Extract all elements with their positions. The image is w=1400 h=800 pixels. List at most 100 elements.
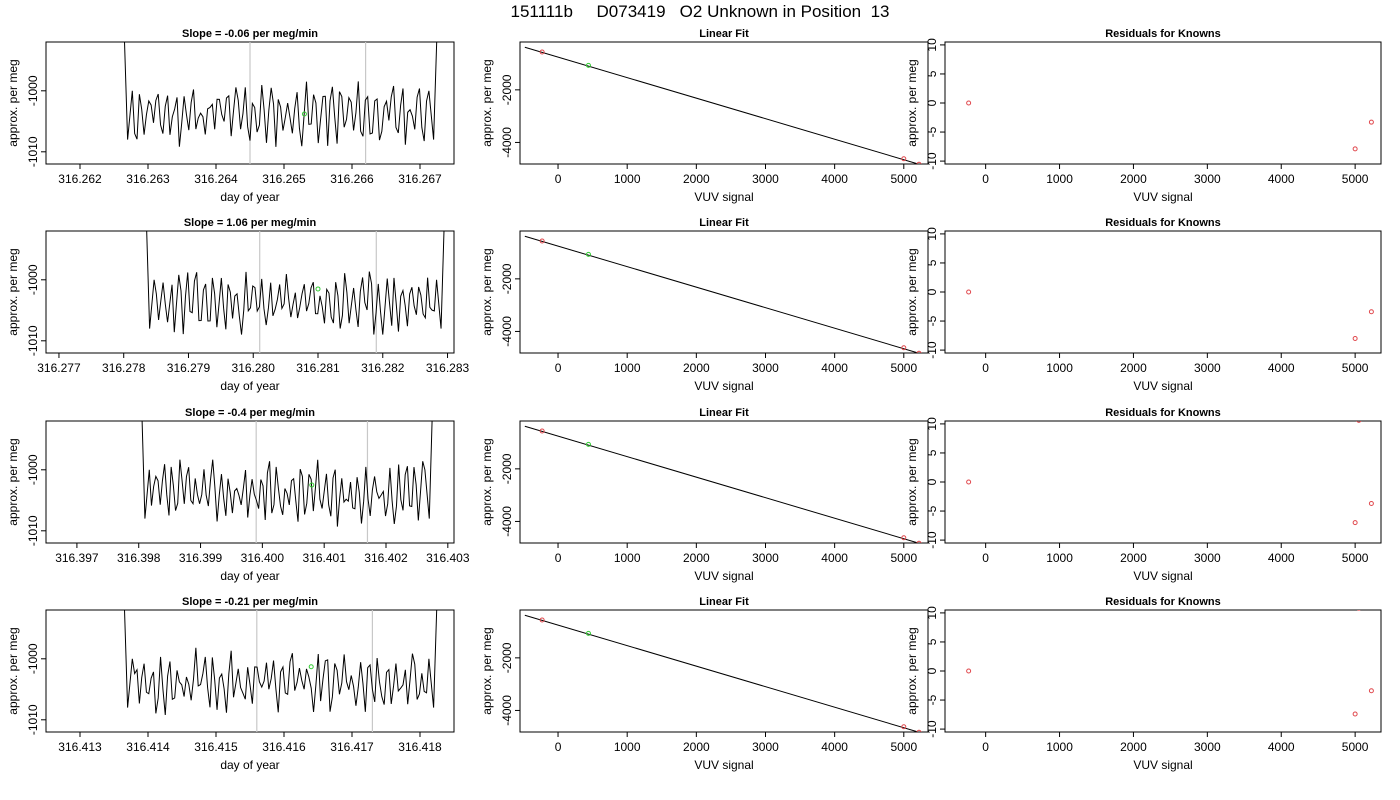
fit-line	[524, 425, 920, 543]
x-axis-label: VUV signal	[694, 379, 753, 393]
chart-title: Slope = 1.06 per meg/min	[184, 217, 317, 229]
x-tick-label: 5000	[890, 172, 917, 186]
x-tick-label: 1000	[1046, 551, 1073, 565]
unknown-point	[585, 62, 591, 68]
plot-area	[966, 289, 1374, 341]
x-tick-label: 3000	[752, 740, 779, 754]
plot-frame	[944, 420, 1382, 544]
x-tick-label: 0	[982, 172, 989, 186]
x-axis-label: day of year	[220, 569, 279, 583]
unknown-point	[585, 441, 591, 447]
y-tick-label: 0	[925, 99, 939, 106]
y-tick-label: 5	[925, 638, 939, 645]
x-tick-label: 3000	[1194, 551, 1221, 565]
x-tick-label: 316.399	[179, 551, 223, 565]
chart-panel: Residuals for Knowns 0 1000 2000 3000 4000 500…	[905, 596, 1382, 772]
residual-point	[966, 289, 972, 295]
y-axis-label: approx. per meg	[905, 248, 919, 335]
x-axis-label: VUV signal	[1133, 758, 1192, 772]
chart-panel: Linear Fit 0 1000 2000 3000 4000 5000 -2000 -400…	[480, 217, 929, 393]
x-tick-label: 316.417	[330, 740, 374, 754]
x-axis-label: VUV signal	[694, 569, 753, 583]
y-tick-label: 10	[925, 606, 939, 620]
x-tick-label: 2000	[683, 172, 710, 186]
y-axis-label: approx. per meg	[480, 59, 494, 146]
x-tick-label: 0	[555, 172, 562, 186]
y-tick-label: -1000	[26, 643, 40, 674]
known-point	[539, 238, 545, 244]
known-point	[901, 535, 907, 541]
x-tick-label: 2000	[1120, 172, 1147, 186]
residual-point	[1368, 688, 1374, 694]
x-tick-label: 316.281	[296, 361, 340, 375]
y-axis-label: approx. per meg	[6, 248, 20, 335]
y-axis-label: approx. per meg	[905, 59, 919, 146]
x-tick-label: 5000	[1342, 172, 1369, 186]
chart-title: Slope = -0.06 per meg/min	[182, 28, 318, 40]
residual-point	[1357, 610, 1361, 611]
x-tick-label: 316.416	[262, 740, 306, 754]
x-tick-label: 1000	[614, 172, 641, 186]
chart-title: Linear Fit	[699, 28, 749, 40]
plot-area	[524, 46, 922, 164]
signal-trace	[124, 610, 438, 715]
x-tick-label: 316.283	[426, 361, 470, 375]
x-tick-label: 316.397	[55, 551, 99, 565]
chart-panel: Slope = -0.4 per meg/min 316.397 316.398 31…	[6, 407, 470, 583]
x-tick-label: 5000	[890, 740, 917, 754]
plot-area	[124, 610, 438, 732]
residual-point	[1352, 335, 1358, 341]
fit-line	[524, 614, 920, 732]
residual-point	[1368, 119, 1374, 125]
y-tick-label: -5	[925, 505, 939, 516]
x-tick-label: 3000	[1194, 172, 1221, 186]
y-axis-label: approx. per meg	[480, 438, 494, 525]
y-tick-label: -4000	[500, 695, 514, 726]
x-tick-label: 316.402	[364, 551, 408, 565]
plot-area	[141, 421, 433, 543]
y-axis-label: approx. per meg	[905, 627, 919, 714]
y-axis-label: approx. per meg	[6, 438, 20, 525]
residual-point	[1368, 500, 1374, 506]
x-tick-label: 0	[982, 551, 989, 565]
y-axis-label: approx. per meg	[6, 59, 20, 146]
x-tick-label: 2000	[683, 361, 710, 375]
x-tick-label: 316.278	[102, 361, 146, 375]
x-tick-label: 4000	[821, 551, 848, 565]
residual-point	[1368, 309, 1374, 315]
x-tick-label: 316.414	[126, 740, 170, 754]
x-tick-label: 316.267	[398, 172, 442, 186]
x-tick-label: 316.403	[426, 551, 470, 565]
y-tick-label: -2000	[500, 642, 514, 673]
chart-panel: Linear Fit 0 1000 2000 3000 4000 5000 -2000 -400…	[480, 407, 929, 583]
x-tick-label: 0	[555, 551, 562, 565]
known-point	[916, 729, 922, 732]
chart-panel: Residuals for Knowns 0 1000 2000 3000 4000 500…	[905, 407, 1382, 583]
x-tick-label: 3000	[752, 361, 779, 375]
y-tick-label: -2000	[500, 263, 514, 294]
x-tick-label: 2000	[683, 740, 710, 754]
y-axis-label: approx. per meg	[905, 438, 919, 525]
y-tick-label: -10	[925, 531, 939, 549]
x-tick-label: 316.282	[361, 361, 405, 375]
x-tick-label: 3000	[1194, 361, 1221, 375]
y-tick-label: 10	[925, 227, 939, 241]
x-axis-label: day of year	[220, 379, 279, 393]
x-tick-label: 4000	[821, 361, 848, 375]
y-tick-label: -1010	[26, 325, 40, 356]
residual-point	[966, 668, 972, 674]
chart-panel: Slope = 1.06 per meg/min 316.277 316.278 31…	[6, 217, 470, 393]
y-tick-label: -1010	[26, 136, 40, 167]
y-axis-label: approx. per meg	[6, 627, 20, 714]
y-tick-label: 0	[925, 667, 939, 674]
y-tick-label: -10	[925, 720, 939, 738]
known-point	[916, 350, 922, 353]
chart-title: Residuals for Knowns	[1105, 407, 1221, 419]
plot-frame	[944, 609, 1382, 733]
plot-frame	[45, 420, 455, 544]
known-point	[901, 156, 907, 162]
residual-point	[1356, 421, 1362, 423]
y-tick-label: -4000	[500, 127, 514, 158]
unknown-marker	[309, 482, 315, 488]
plot-frame	[519, 420, 929, 544]
